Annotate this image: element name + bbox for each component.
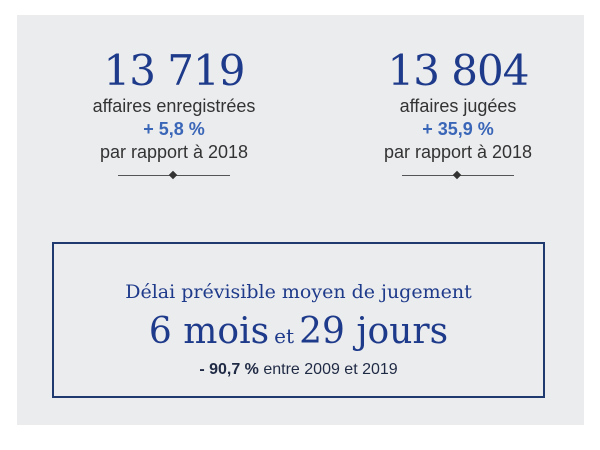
judged-cases-change: + 35,9 % xyxy=(422,119,494,139)
judgment-delay-title: Délai prévisible moyen de jugement xyxy=(125,281,472,303)
diamond-icon xyxy=(168,170,178,180)
judged-cases-number: 13 804 xyxy=(387,46,530,95)
duration-connector: et xyxy=(274,324,295,348)
delay-change-text: entre 2009 et 2019 xyxy=(258,361,398,378)
judged-cases-label: affaires jugées xyxy=(399,96,517,116)
registered-cases-label: affaires enregistrées xyxy=(92,96,256,116)
registered-cases-comparison: par rapport à 2018 xyxy=(99,142,249,162)
registered-cases-number: 13 719 xyxy=(103,46,246,95)
registered-cases-change: + 5,8 % xyxy=(143,119,205,139)
divider-ornament xyxy=(402,170,514,180)
judgment-delay-duration: 6 mois et 29 jours xyxy=(54,312,543,358)
info-panel: 13 719 affaires enregistrées + 5,8 % par… xyxy=(17,15,584,425)
registered-cases-stat: 13 719 affaires enregistrées + 5,8 % par… xyxy=(59,47,289,180)
delay-change-value: - 90,7 % xyxy=(199,361,259,378)
judgment-delay-change: - 90,7 % entre 2009 et 2019 xyxy=(54,360,543,380)
duration-months: 6 mois xyxy=(148,311,270,352)
duration-days: 29 jours xyxy=(299,311,449,352)
diamond-icon xyxy=(452,170,462,180)
judged-cases-comparison: par rapport à 2018 xyxy=(383,142,533,162)
divider-ornament xyxy=(118,170,230,180)
judgment-delay-box: Délai prévisible moyen de jugement 6 moi… xyxy=(52,242,545,398)
judged-cases-stat: 13 804 affaires jugées + 35,9 % par rapp… xyxy=(343,47,573,180)
